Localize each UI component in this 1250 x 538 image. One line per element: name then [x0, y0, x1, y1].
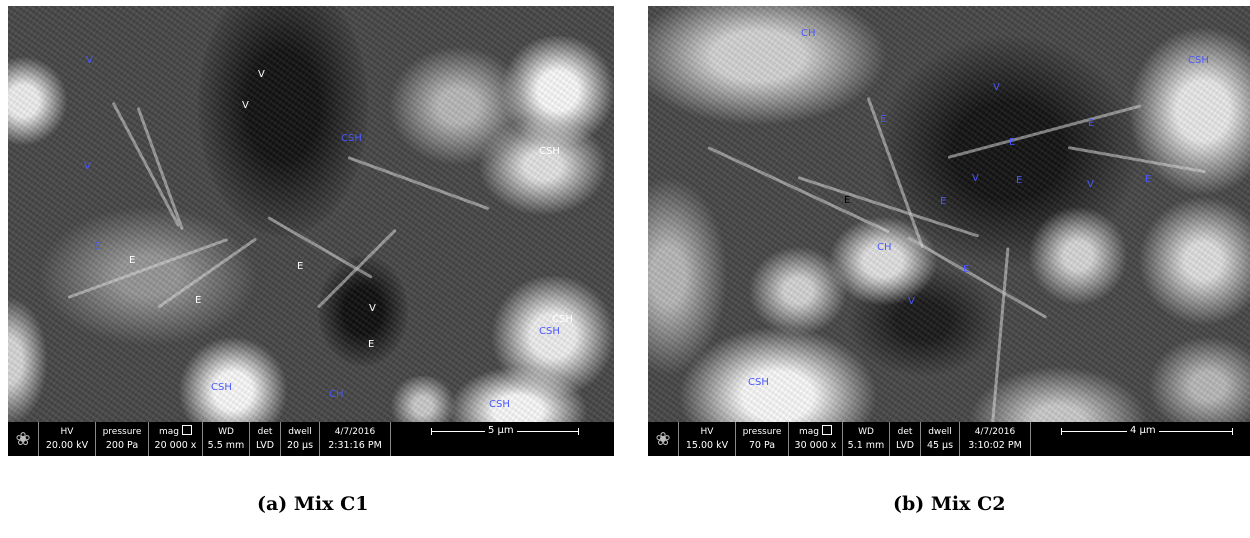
label-ettringite: E: [94, 241, 101, 252]
label-csh: CSH: [211, 382, 232, 393]
sem-micrograph-c1: V V V V CSH CSH E E E E V E CSH CSH CSH …: [8, 6, 614, 456]
label-ettringite: E: [1145, 174, 1152, 185]
label-csh: CSH: [539, 326, 560, 337]
fei-logo-icon: ❀: [8, 422, 39, 456]
pressure-label: pressure: [742, 426, 782, 437]
wd-label: WD: [858, 426, 874, 437]
hv-cell: HV 15.00 kV: [679, 422, 736, 456]
time-value: 2:31:16 PM: [328, 439, 382, 451]
det-label: det: [257, 426, 273, 437]
det-label: det: [897, 426, 913, 437]
label-void: V: [993, 82, 1000, 93]
scale-bar-label: 4 µm: [1127, 425, 1159, 437]
det-value: LVD: [255, 439, 275, 451]
timestamp-cell: 4/7/2016 3:10:02 PM: [960, 422, 1031, 456]
dwell-cell: dwell 20 µs: [281, 422, 320, 456]
label-csh: CSH: [341, 133, 362, 144]
hv-value: 20.00 kV: [45, 439, 89, 451]
mag-cell: mag 20 000 x: [149, 422, 203, 456]
scale-bar: 5 µm: [391, 422, 614, 456]
fei-logo-icon: ❀: [648, 422, 679, 456]
mag-cell: mag 30 000 x: [789, 422, 843, 456]
hv-label: HV: [60, 426, 74, 437]
scale-bar: 4 µm: [1031, 422, 1250, 456]
label-csh: CSH: [552, 314, 573, 325]
label-void: V: [1087, 179, 1094, 190]
label-ettringite: E: [940, 196, 947, 207]
label-ch: CH: [801, 28, 816, 39]
label-void: V: [369, 303, 376, 314]
det-cell: det LVD: [890, 422, 921, 456]
label-ch: CH: [329, 389, 344, 400]
date-value: 4/7/2016: [334, 426, 376, 437]
dwell-cell: dwell 45 µs: [921, 422, 960, 456]
label-ettringite: E: [880, 114, 887, 125]
wd-value: 5.5 mm: [207, 439, 245, 451]
label-csh: CSH: [748, 377, 769, 388]
label-ettringite: E: [368, 339, 375, 350]
hv-label: HV: [700, 426, 714, 437]
date-value: 4/7/2016: [974, 426, 1016, 437]
dwell-value: 45 µs: [926, 439, 954, 451]
label-ettringite: E: [297, 261, 304, 272]
label-ettringite: E: [129, 255, 136, 266]
hv-value: 15.00 kV: [685, 439, 729, 451]
pressure-label: pressure: [102, 426, 142, 437]
timestamp-cell: 4/7/2016 2:31:16 PM: [320, 422, 391, 456]
sem-micrograph-c2: CH CSH V E E E V E V E E E CH E V CSH ❀ …: [648, 6, 1250, 456]
mag-label: mag: [799, 427, 819, 437]
mag-label: mag: [159, 427, 179, 437]
time-value: 3:10:02 PM: [968, 439, 1022, 451]
mag-box-icon: [822, 425, 832, 435]
label-void: V: [258, 69, 265, 80]
label-void: V: [84, 161, 91, 172]
pressure-value: 70 Pa: [748, 439, 776, 451]
caption-mix-c1: (a) Mix C1: [257, 493, 369, 515]
label-ettringite: E: [1088, 118, 1095, 129]
label-ettringite: E: [195, 295, 202, 306]
label-csh: CSH: [1188, 55, 1209, 66]
label-void: V: [86, 55, 93, 66]
wd-value: 5.1 mm: [847, 439, 885, 451]
pressure-value: 200 Pa: [105, 439, 139, 451]
label-void: V: [972, 173, 979, 184]
panel-mix-c1: V V V V CSH CSH E E E E V E CSH CSH CSH …: [8, 6, 614, 456]
wd-cell: WD 5.5 mm: [203, 422, 250, 456]
mag-value: 20 000 x: [154, 440, 197, 451]
wd-cell: WD 5.1 mm: [843, 422, 890, 456]
pressure-cell: pressure 70 Pa: [736, 422, 789, 456]
label-ettringite: E: [963, 264, 970, 275]
label-ettringite: E: [844, 195, 851, 206]
label-ch: CH: [877, 242, 892, 253]
hv-cell: HV 20.00 kV: [39, 422, 96, 456]
scale-bar-label: 5 µm: [485, 425, 517, 437]
det-cell: det LVD: [250, 422, 281, 456]
label-void: V: [908, 296, 915, 307]
label-ettringite: E: [1009, 137, 1016, 148]
mag-value: 30 000 x: [794, 440, 837, 451]
dwell-value: 20 µs: [286, 439, 314, 451]
wd-label: WD: [218, 426, 234, 437]
label-csh: CSH: [489, 399, 510, 410]
label-void: V: [242, 100, 249, 111]
sem-databar: ❀ HV 20.00 kV pressure 200 Pa mag 20 000…: [8, 422, 614, 456]
det-value: LVD: [895, 439, 915, 451]
label-csh: CSH: [539, 146, 560, 157]
caption-mix-c2: (b) Mix C2: [893, 493, 1006, 515]
mag-box-icon: [182, 425, 192, 435]
label-ettringite: E: [1016, 175, 1023, 186]
panel-mix-c2: CH CSH V E E E V E V E E E CH E V CSH ❀ …: [648, 6, 1250, 456]
dwell-label: dwell: [288, 426, 312, 437]
dwell-label: dwell: [928, 426, 952, 437]
pressure-cell: pressure 200 Pa: [96, 422, 149, 456]
sem-databar: ❀ HV 15.00 kV pressure 70 Pa mag 30 000 …: [648, 422, 1250, 456]
